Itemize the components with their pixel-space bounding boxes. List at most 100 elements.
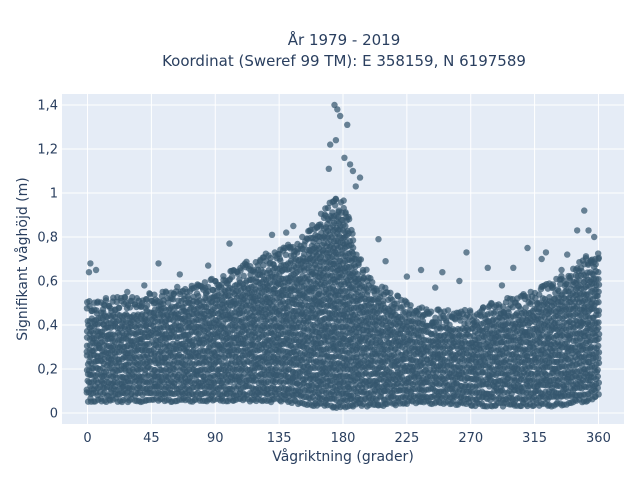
data-point [373,285,380,293]
data-point [427,308,435,315]
data-point [581,207,588,214]
data-point [594,373,601,380]
data-point [463,249,470,256]
data-point [277,257,284,264]
data-point [124,288,131,296]
data-point [585,227,592,234]
x-tick-label: 180 [331,431,356,446]
data-point [174,283,181,291]
data-point [332,137,340,144]
data-point [355,261,362,268]
x-tick-label: 270 [458,431,483,446]
data-point [169,296,177,303]
data-point [282,251,290,259]
data-point [484,264,491,271]
data-point [121,294,129,301]
data-points [83,101,603,411]
data-point [382,258,389,265]
data-point [92,266,100,274]
x-tick-label: 0 [83,431,91,446]
data-point [143,302,151,309]
data-point [595,349,603,356]
data-point [345,216,353,223]
data-point [327,141,334,148]
data-point [163,289,170,296]
data-point [595,307,603,314]
data-point [505,309,512,316]
data-point [85,269,93,276]
data-point [446,321,453,329]
y-tick-label: 0,8 [37,231,58,246]
data-point [590,233,598,241]
data-point [155,260,162,267]
data-point [268,231,276,238]
data-point [595,359,603,367]
data-point [594,384,602,392]
data-point [595,342,602,350]
data-point [325,165,333,172]
y-tick-label: 0,2 [37,363,58,378]
data-point [267,254,274,262]
data-point [102,294,110,302]
data-point [549,281,557,288]
data-point [595,298,602,306]
chart-title-line-1: År 1979 - 2019 [288,30,401,49]
data-point [538,255,545,263]
data-point [594,366,601,374]
data-point [346,161,354,168]
data-point [419,318,427,325]
y-axis-title: Signifikant våghöjd (m) [14,177,31,340]
data-point [439,269,446,276]
data-point [510,264,517,271]
data-point [201,279,209,286]
data-point [595,324,602,332]
data-point [349,230,356,237]
data-point [151,291,158,298]
data-point [115,304,123,311]
data-point [204,262,212,269]
data-point [403,273,411,280]
data-point [595,355,602,362]
data-point [356,174,364,181]
x-tick-label: 315 [522,431,547,446]
y-tick-label: 0,6 [37,275,58,290]
data-point [195,282,202,289]
x-tick-label: 225 [394,431,419,446]
data-point [344,121,351,128]
data-point [342,222,349,230]
data-point [349,167,357,175]
data-point [138,300,146,307]
data-point [432,284,439,291]
data-point [522,304,529,311]
data-point [444,307,452,314]
data-point [141,282,148,289]
data-point [461,306,469,314]
data-point [387,289,394,297]
data-point [349,237,357,244]
data-point [595,335,602,342]
data-point [218,281,225,288]
data-point [554,286,561,293]
data-point [290,222,297,230]
data-point [595,269,602,276]
data-point [349,244,357,251]
tick-labels: 0 45 90 135 180 225 270 315 36000,20,40,60,811,2… [37,99,611,447]
data-point [393,300,401,307]
data-point [498,282,506,289]
data-point [336,112,344,120]
data-point [573,227,581,234]
data-point [564,251,571,258]
data-point [520,290,527,298]
data-point [113,298,120,306]
data-point [499,303,507,310]
data-point [341,154,348,161]
data-point [492,308,499,315]
x-tick-label: 45 [143,431,160,446]
data-point [567,272,575,280]
y-tick-label: 1 [50,187,58,202]
x-axis-title: Vågriktning (grader) [272,448,414,465]
data-point [417,266,425,274]
data-point [356,256,363,263]
y-tick-label: 1,2 [37,143,58,158]
y-tick-label: 1,4 [37,99,58,114]
